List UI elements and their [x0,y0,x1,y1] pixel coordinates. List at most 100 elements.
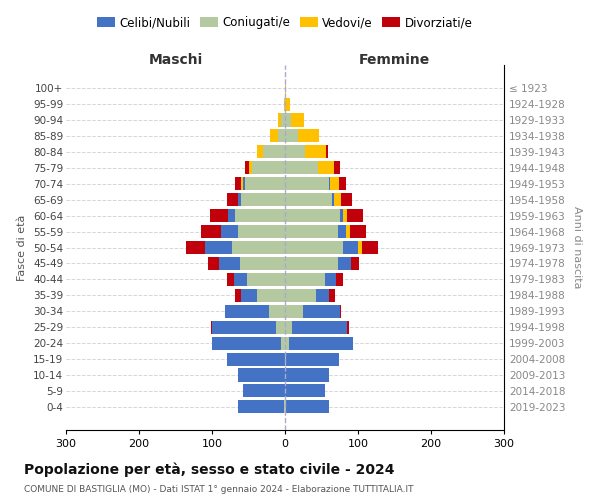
Bar [248,162,252,174]
Bar [242,384,285,398]
Bar [235,177,241,190]
Bar [334,162,340,174]
Bar [285,320,292,334]
Bar [285,368,329,382]
Bar [332,193,334,206]
Bar [285,336,289,349]
Bar [227,273,234,286]
Bar [220,257,240,270]
Bar [276,320,285,334]
Bar [329,177,330,190]
Bar [285,82,286,94]
Text: Maschi: Maschi [148,54,203,68]
Bar [285,257,338,270]
Bar [271,130,278,142]
Bar [241,289,257,302]
Bar [257,289,285,302]
Text: COMUNE DI BASTIGLIA (MO) - Dati ISTAT 1° gennaio 2024 - Elaborazione TUTTITALIA.: COMUNE DI BASTIGLIA (MO) - Dati ISTAT 1°… [24,485,413,494]
Bar [211,320,212,334]
Bar [241,193,285,206]
Bar [285,225,338,238]
Bar [285,98,286,110]
Bar [263,146,285,158]
Bar [329,289,335,302]
Bar [346,225,350,238]
Bar [241,177,242,190]
Bar [338,225,346,238]
Bar [285,209,340,222]
Bar [285,177,329,190]
Bar [334,193,341,206]
Bar [285,400,286,413]
Bar [316,289,329,302]
Bar [238,225,285,238]
Bar [305,146,326,158]
Legend: Celibi/Nubili, Coniugati/e, Vedovi/e, Divorziati/e: Celibi/Nubili, Coniugati/e, Vedovi/e, Di… [94,12,476,32]
Bar [212,336,281,349]
Bar [285,162,318,174]
Bar [325,273,336,286]
Bar [343,241,358,254]
Bar [336,273,343,286]
Bar [285,384,325,398]
Bar [187,241,205,254]
Bar [240,257,285,270]
Bar [245,162,248,174]
Y-axis label: Fasce di età: Fasce di età [17,214,28,280]
Bar [227,193,238,206]
Bar [286,400,329,413]
Bar [286,98,290,110]
Bar [285,193,332,206]
Bar [234,273,247,286]
Bar [278,130,285,142]
Bar [303,304,340,318]
Bar [205,241,232,254]
Bar [338,257,350,270]
Bar [284,400,285,413]
Bar [281,114,285,126]
Bar [347,320,349,334]
Bar [252,162,285,174]
Bar [285,146,305,158]
Bar [339,177,346,190]
Bar [225,304,269,318]
Bar [362,241,378,254]
Bar [235,289,241,302]
Bar [247,273,285,286]
Bar [292,320,347,334]
Y-axis label: Anni di nascita: Anni di nascita [572,206,582,289]
Bar [221,225,238,238]
Bar [350,225,366,238]
Bar [228,209,235,222]
Bar [350,257,359,270]
Bar [210,209,228,222]
Bar [257,146,263,158]
Bar [340,209,343,222]
Bar [341,193,352,206]
Bar [284,98,285,110]
Bar [201,225,221,238]
Bar [285,241,343,254]
Bar [285,304,303,318]
Bar [238,400,284,413]
Bar [289,336,353,349]
Bar [269,304,285,318]
Bar [326,146,328,158]
Bar [318,162,334,174]
Bar [347,209,363,222]
Bar [242,177,245,190]
Bar [208,257,220,270]
Bar [238,193,241,206]
Bar [286,352,339,366]
Bar [330,177,339,190]
Bar [238,368,285,382]
Text: Popolazione per età, sesso e stato civile - 2024: Popolazione per età, sesso e stato civil… [24,462,395,477]
Bar [212,320,276,334]
Bar [340,304,341,318]
Bar [227,352,285,366]
Text: Femmine: Femmine [359,54,430,68]
Bar [291,114,304,126]
Bar [343,209,347,222]
Bar [235,209,285,222]
Bar [285,289,316,302]
